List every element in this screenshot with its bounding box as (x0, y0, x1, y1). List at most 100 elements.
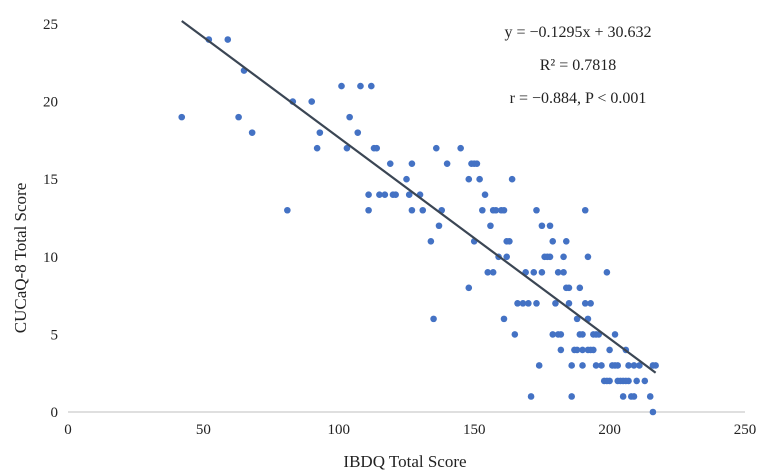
equation-annotation: y = −0.1295x + 30.632 (504, 24, 651, 41)
data-point (365, 206, 372, 214)
data-point (408, 160, 416, 167)
data-point (546, 253, 554, 261)
data-point (500, 315, 508, 323)
data-point (576, 284, 584, 292)
data-point (484, 269, 492, 276)
data-point (565, 300, 573, 307)
data-point (511, 331, 519, 338)
data-point (427, 237, 435, 245)
data-point (338, 82, 345, 90)
y-tick-label: 15 (43, 172, 58, 188)
data-point (573, 315, 581, 323)
data-point (408, 206, 416, 214)
data-point (579, 362, 586, 369)
data-point (465, 284, 473, 292)
data-point (178, 113, 186, 121)
data-point (519, 300, 527, 307)
data-point (557, 346, 565, 354)
data-point (549, 331, 557, 338)
data-point (403, 175, 410, 183)
data-point (392, 191, 399, 199)
data-point (584, 253, 592, 261)
y-tick-label: 0 (51, 405, 59, 421)
data-point (568, 362, 575, 369)
data-point (533, 300, 540, 307)
data-point (538, 222, 546, 230)
data-point (435, 222, 443, 230)
data-point (641, 377, 649, 385)
data-point (619, 393, 627, 400)
data-point (381, 191, 389, 199)
data-point (581, 206, 589, 214)
data-point (405, 191, 413, 199)
data-point (630, 362, 638, 369)
y-axis-title: CUCaQ-8 Total Score (11, 183, 30, 334)
data-point (554, 269, 562, 276)
data-point (652, 362, 659, 369)
data-point (481, 191, 489, 199)
data-point (581, 300, 589, 307)
data-point (579, 346, 586, 354)
trendline (181, 20, 657, 374)
data-point (590, 346, 597, 354)
data-point (614, 362, 622, 369)
data-point (432, 144, 440, 152)
data-point (514, 300, 521, 307)
data-point (649, 408, 657, 416)
x-tick-label: 0 (64, 422, 72, 438)
data-point (546, 222, 554, 230)
data-point (592, 362, 600, 369)
data-point (373, 144, 381, 152)
data-point (557, 331, 565, 338)
data-point (552, 300, 559, 307)
data-point (465, 175, 473, 183)
data-point (527, 393, 535, 400)
data-point (646, 393, 654, 400)
data-points-group (178, 36, 659, 416)
data-point (313, 144, 321, 152)
x-tick-label: 50 (196, 422, 211, 438)
data-point (316, 129, 324, 136)
data-point (549, 237, 557, 245)
data-point (308, 98, 316, 105)
data-point (625, 377, 632, 385)
x-tick-label: 200 (598, 422, 621, 438)
correlation-annotation: r = −0.884, P < 0.001 (510, 90, 647, 107)
data-point (525, 300, 532, 307)
data-point (606, 346, 613, 354)
data-point (633, 377, 640, 385)
tick-labels-group: 0 50 100 150 200 250 0 5 10 15 20 25 (43, 17, 756, 438)
data-point (611, 331, 619, 338)
data-point (473, 160, 481, 167)
data-point (500, 206, 508, 214)
data-point (248, 129, 256, 136)
data-point (568, 393, 575, 400)
data-point (487, 222, 494, 230)
data-point (562, 237, 570, 245)
r-squared-annotation: R² = 0.7818 (540, 57, 617, 74)
trendline-group (181, 20, 657, 374)
data-point (224, 36, 232, 43)
data-point (354, 129, 362, 136)
data-point (598, 362, 605, 369)
data-point (636, 362, 643, 369)
data-point (386, 160, 394, 167)
x-tick-label: 250 (734, 422, 757, 438)
data-point (419, 206, 427, 214)
data-point (479, 206, 486, 214)
data-point (430, 315, 437, 323)
data-point (506, 237, 513, 245)
data-point (284, 206, 291, 214)
data-point (587, 300, 594, 307)
data-point (560, 253, 567, 261)
x-tick-label: 100 (328, 422, 351, 438)
data-point (625, 362, 632, 369)
y-tick-label: 10 (43, 250, 58, 266)
data-point (357, 82, 364, 90)
data-point (538, 269, 546, 276)
data-point (443, 160, 451, 167)
data-point (476, 175, 483, 183)
y-tick-label: 5 (51, 327, 59, 343)
